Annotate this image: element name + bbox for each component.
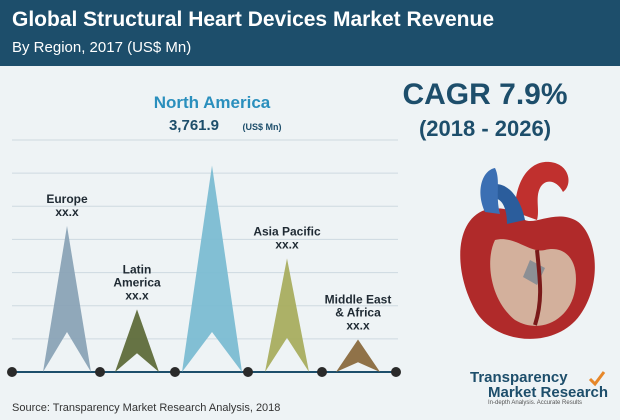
chart-marks <box>7 165 401 377</box>
spike-north-america <box>182 165 242 372</box>
value-label: 3,761.9 <box>169 117 219 134</box>
spike-latin-america <box>115 309 159 372</box>
value-label: xx.x <box>125 288 149 302</box>
category-label: America <box>113 275 161 289</box>
vena-cava <box>480 168 500 214</box>
spike-middle-east-africa <box>336 339 380 372</box>
chart-subtitle: By Region, 2017 (US$ Mn) <box>12 39 192 56</box>
value-label: xx.x <box>55 205 79 219</box>
category-label: Middle East <box>325 293 392 307</box>
unit-label: (US$ Mn) <box>243 122 282 132</box>
value-label: xx.x <box>346 319 370 333</box>
chart-title: Global Structural Heart Devices Market R… <box>12 8 495 31</box>
axis-node <box>170 367 180 377</box>
brand-logo: Transparency Market Research In-depth An… <box>470 370 610 406</box>
header-banner: Global Structural Heart Devices Market R… <box>0 0 620 66</box>
spike-europe <box>43 225 91 372</box>
check-icon <box>588 371 606 387</box>
category-label: & Africa <box>335 306 381 320</box>
logo-line-2: Market Research <box>488 384 609 401</box>
cagr-value: CAGR 7.9% <box>402 78 568 111</box>
category-label: Europe <box>46 192 88 206</box>
aorta <box>515 161 569 220</box>
logo-tagline: In-depth Analysis. Accurate Results <box>488 400 583 406</box>
cagr-callout: CAGR 7.9% (2018 - 2026) <box>390 78 580 142</box>
logo-line-1: Transparency <box>470 369 568 386</box>
category-label: Latin <box>123 262 152 276</box>
axis-node <box>317 367 327 377</box>
heart-septum <box>533 249 543 326</box>
cagr-period: (2018 - 2026) <box>418 116 552 141</box>
category-label: Asia Pacific <box>253 224 321 238</box>
axis-node <box>7 367 17 377</box>
axis-node <box>391 367 401 377</box>
spike-asia-pacific <box>265 258 309 372</box>
value-label: xx.x <box>275 237 299 251</box>
axis-node <box>95 367 105 377</box>
axis-node <box>243 367 253 377</box>
heart-illustration <box>460 161 595 339</box>
category-label: North America <box>154 93 271 112</box>
source-note: Source: Transparency Market Research Ana… <box>12 402 281 414</box>
